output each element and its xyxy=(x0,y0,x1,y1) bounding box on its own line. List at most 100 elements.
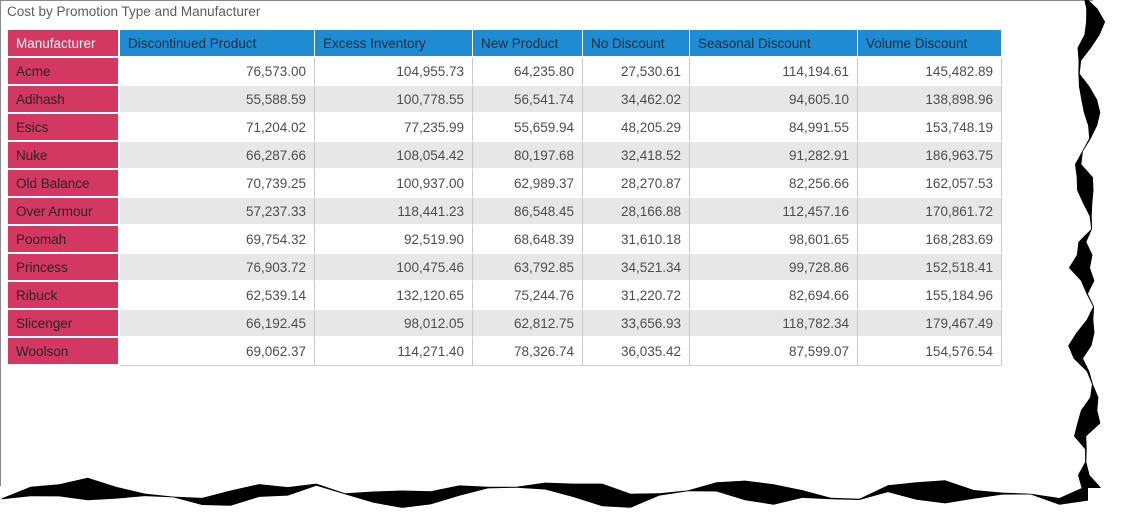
value-cell: 100,475.46 xyxy=(315,254,473,282)
value-cell: 57,237.33 xyxy=(120,198,315,226)
value-cell: 98,601.65 xyxy=(690,226,858,254)
value-cell: 69,754.32 xyxy=(120,226,315,254)
value-cell: 62,812.75 xyxy=(473,310,583,338)
table-row: Slicenger 66,192.45 98,012.05 62,812.75 33,6… xyxy=(8,310,1002,338)
value-cell: 114,194.61 xyxy=(690,58,858,86)
row-label-nuke: Nuke xyxy=(8,142,120,170)
value-cell: 86,548.45 xyxy=(473,198,583,226)
column-header-manufacturer[interactable]: Manufacturer xyxy=(8,30,120,58)
value-cell: 132,120.65 xyxy=(315,282,473,310)
value-cell: 152,518.41 xyxy=(858,254,1002,282)
value-cell: 68,648.39 xyxy=(473,226,583,254)
row-label-slicenger: Slicenger xyxy=(8,310,120,338)
column-header-no-discount[interactable]: No Discount xyxy=(583,30,690,58)
value-cell: 71,204.02 xyxy=(120,114,315,142)
row-label-esics: Esics xyxy=(8,114,120,142)
column-header-volume-discount[interactable]: Volume Discount xyxy=(858,30,1002,58)
value-cell: 118,441.23 xyxy=(315,198,473,226)
value-cell: 28,270.87 xyxy=(583,170,690,198)
value-cell: 34,462.02 xyxy=(583,86,690,114)
value-cell: 36,035.42 xyxy=(583,338,690,366)
row-label-ribuck: Ribuck xyxy=(8,282,120,310)
value-cell: 92,519.90 xyxy=(315,226,473,254)
value-cell: 179,467.49 xyxy=(858,310,1002,338)
row-label-woolson: Woolson xyxy=(8,338,120,366)
row-label-adihash: Adihash xyxy=(8,86,120,114)
value-cell: 77,235.99 xyxy=(315,114,473,142)
value-cell: 168,283.69 xyxy=(858,226,1002,254)
value-cell: 155,184.96 xyxy=(858,282,1002,310)
value-cell: 34,521.34 xyxy=(583,254,690,282)
visual-title: Cost by Promotion Type and Manufacturer xyxy=(7,4,261,19)
table-row: Acme 76,573.00 104,955.73 64,235.80 27,530.6… xyxy=(8,58,1002,86)
value-cell: 138,898.96 xyxy=(858,86,1002,114)
value-cell: 170,861.72 xyxy=(858,198,1002,226)
value-cell: 162,057.53 xyxy=(858,170,1002,198)
value-cell: 66,287.66 xyxy=(120,142,315,170)
value-cell: 99,728.86 xyxy=(690,254,858,282)
value-cell: 28,166.88 xyxy=(583,198,690,226)
value-cell: 64,235.80 xyxy=(473,58,583,86)
value-cell: 87,599.07 xyxy=(690,338,858,366)
value-cell: 84,991.55 xyxy=(690,114,858,142)
value-cell: 82,256.66 xyxy=(690,170,858,198)
value-cell: 63,792.85 xyxy=(473,254,583,282)
column-header-excess-inventory[interactable]: Excess Inventory xyxy=(315,30,473,58)
value-cell: 78,326.74 xyxy=(473,338,583,366)
value-cell: 31,610.18 xyxy=(583,226,690,254)
table-row: Old Balance 70,739.25 100,937.00 62,989.37 2… xyxy=(8,170,1002,198)
table-row: Woolson 69,062.37 114,271.40 78,326.74 36,03… xyxy=(8,338,1002,366)
column-header-seasonal-discount[interactable]: Seasonal Discount xyxy=(690,30,858,58)
value-cell: 70,739.25 xyxy=(120,170,315,198)
value-cell: 82,694.66 xyxy=(690,282,858,310)
row-label-old-balance: Old Balance xyxy=(8,170,120,198)
value-cell: 154,576.54 xyxy=(858,338,1002,366)
visual-border-left xyxy=(0,0,1,486)
value-cell: 112,457.16 xyxy=(690,198,858,226)
row-label-acme: Acme xyxy=(8,58,120,86)
value-cell: 145,482.89 xyxy=(858,58,1002,86)
value-cell: 32,418.52 xyxy=(583,142,690,170)
value-cell: 75,244.76 xyxy=(473,282,583,310)
header-row: Manufacturer Discontinued Product Excess I… xyxy=(8,30,1002,58)
value-cell: 48,205.29 xyxy=(583,114,690,142)
table-row: Esics 71,204.02 77,235.99 55,659.94 48,205.2… xyxy=(8,114,1002,142)
table-row: Princess 76,903.72 100,475.46 63,792.85 34,5… xyxy=(8,254,1002,282)
value-cell: 91,282.91 xyxy=(690,142,858,170)
value-cell: 98,012.05 xyxy=(315,310,473,338)
column-header-new-product[interactable]: New Product xyxy=(473,30,583,58)
value-cell: 55,659.94 xyxy=(473,114,583,142)
value-cell: 186,963.75 xyxy=(858,142,1002,170)
value-cell: 118,782.34 xyxy=(690,310,858,338)
torn-edge-right-icon xyxy=(1068,0,1106,488)
column-header-discontinued-product[interactable]: Discontinued Product xyxy=(120,30,315,58)
value-cell: 76,573.00 xyxy=(120,58,315,86)
value-cell: 153,748.19 xyxy=(858,114,1002,142)
value-cell: 55,588.59 xyxy=(120,86,315,114)
value-cell: 62,989.37 xyxy=(473,170,583,198)
value-cell: 100,937.00 xyxy=(315,170,473,198)
table-row: Ribuck 62,539.14 132,120.65 75,244.76 31,220… xyxy=(8,282,1002,310)
value-cell: 114,271.40 xyxy=(315,338,473,366)
value-cell: 104,955.73 xyxy=(315,58,473,86)
value-cell: 80,197.68 xyxy=(473,142,583,170)
table-row: Poomah 69,754.32 92,519.90 68,648.39 31,610.… xyxy=(8,226,1002,254)
value-cell: 33,656.93 xyxy=(583,310,690,338)
cost-table: Manufacturer Discontinued Product Excess I… xyxy=(8,30,1002,366)
value-cell: 76,903.72 xyxy=(120,254,315,282)
value-cell: 94,605.10 xyxy=(690,86,858,114)
row-label-poomah: Poomah xyxy=(8,226,120,254)
value-cell: 31,220.72 xyxy=(583,282,690,310)
value-cell: 108,054.42 xyxy=(315,142,473,170)
visual-border-top xyxy=(0,0,1093,1)
value-cell: 62,539.14 xyxy=(120,282,315,310)
torn-edge-bottom-icon xyxy=(2,477,1088,508)
value-cell: 56,541.74 xyxy=(473,86,583,114)
value-cell: 66,192.45 xyxy=(120,310,315,338)
table-row: Nuke 66,287.66 108,054.42 80,197.68 32,418.5… xyxy=(8,142,1002,170)
value-cell: 100,778.55 xyxy=(315,86,473,114)
value-cell: 69,062.37 xyxy=(120,338,315,366)
value-cell: 27,530.61 xyxy=(583,58,690,86)
table-row: Adihash 55,588.59 100,778.55 56,541.74 34,46… xyxy=(8,86,1002,114)
